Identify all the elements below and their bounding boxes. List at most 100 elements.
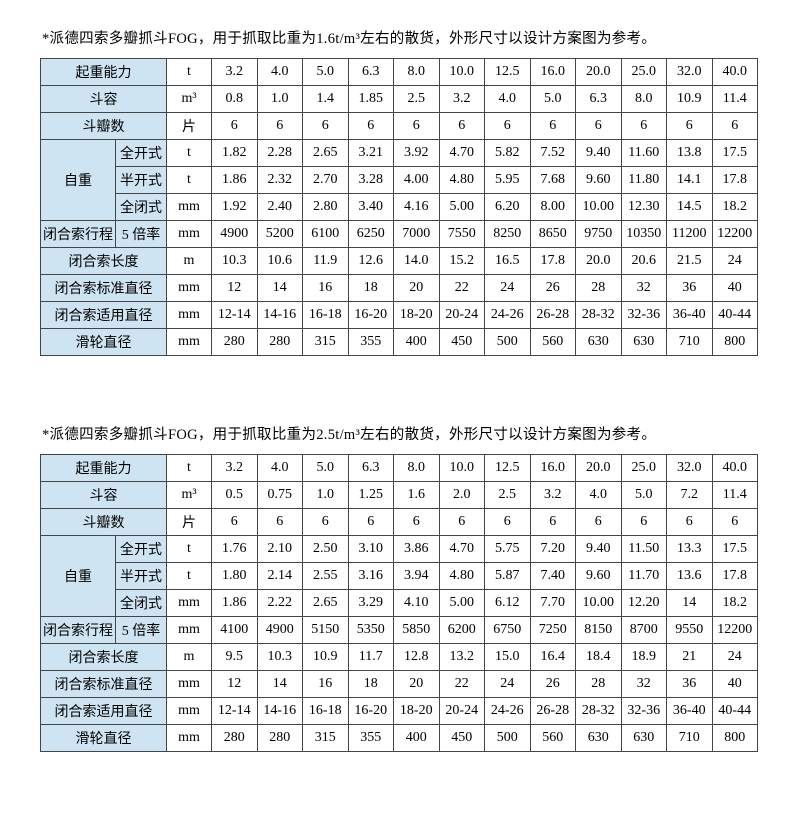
value-cell: 16-20: [347, 301, 394, 329]
value-cell: 5200: [256, 220, 303, 248]
unit-cell: t: [166, 535, 212, 563]
value-cell: 7250: [529, 616, 576, 644]
value-cell: 40-44: [711, 697, 758, 725]
value-cell: 6750: [484, 616, 531, 644]
value-cell: 5.0: [529, 85, 576, 113]
value-cell: 6: [211, 508, 258, 536]
value-cell: 17.5: [711, 535, 758, 563]
value-cell: 630: [575, 328, 622, 356]
grab-spec-caption-1.6: *派德四索多瓣抓斗FOG，用于抓取比重为1.6t/m³左右的散货，外形尺寸以设计…: [42, 31, 657, 47]
value-cell: 6: [347, 112, 394, 140]
value-cell: 26-28: [529, 301, 576, 329]
unit-cell: mm: [166, 193, 212, 221]
unit-cell: t: [166, 166, 212, 194]
value-cell: 16.0: [529, 58, 576, 86]
table-row: 起重能力 t 3.2 4.0 5.0 6.3 8.0 10.0 12.5 16.0 20.0 25.0…: [40, 454, 758, 482]
value-cell: 18.2: [711, 193, 758, 221]
value-cell: 315: [302, 724, 349, 752]
value-cell: 16: [302, 670, 349, 698]
unit-cell: 片: [166, 112, 212, 140]
value-cell: 3.2: [438, 85, 485, 113]
row-sublabel-cell: 5 倍率: [115, 220, 167, 248]
table-row: 闭合索长度 m 9.5 10.3 10.9 11.7 12.8 13.2 15.0 16.4 18.…: [40, 643, 758, 671]
value-cell: 355: [347, 328, 394, 356]
row-label-cell: 闭合索行程: [40, 616, 116, 644]
row-sublabel-cell: 半开式: [115, 562, 167, 590]
table-row: 闭合索标准直径 mm 12 14 16 18 20 22 24 26 28 32 36 40: [40, 274, 758, 302]
table-row: 闭合索标准直径 mm 12 14 16 18 20 22 24 26 28 32 36 40: [40, 670, 758, 698]
value-cell: 24: [711, 247, 758, 275]
value-cell: 630: [620, 328, 667, 356]
value-cell: 0.5: [211, 481, 258, 509]
unit-cell: mm: [166, 589, 212, 617]
value-cell: 6: [666, 508, 713, 536]
value-cell: 17.5: [711, 139, 758, 167]
row-label-cell: 闭合索适用直径: [40, 301, 167, 329]
value-cell: 22: [438, 274, 485, 302]
value-cell: 8.00: [529, 193, 576, 221]
row-label-cell: 起重能力: [40, 454, 167, 482]
value-cell: 800: [711, 724, 758, 752]
value-cell: 32: [620, 670, 667, 698]
value-cell: 16-18: [302, 697, 349, 725]
value-cell: 4.0: [256, 58, 303, 86]
value-cell: 1.86: [211, 166, 258, 194]
value-cell: 5.87: [484, 562, 531, 590]
value-cell: 4.80: [438, 562, 485, 590]
value-cell: 6: [620, 112, 667, 140]
value-cell: 40.0: [711, 58, 758, 86]
value-cell: 11.4: [711, 85, 758, 113]
unit-cell: m: [166, 643, 212, 671]
value-cell: 11200: [666, 220, 713, 248]
value-cell: 2.50: [302, 535, 349, 563]
value-cell: 1.4: [302, 85, 349, 113]
table-row: 斗容 m³ 0.5 0.75 1.0 1.25 1.6 2.0 2.5 3.2 4.0 5.0 7.2 1…: [40, 481, 758, 509]
value-cell: 1.85: [347, 85, 394, 113]
value-cell: 17.8: [711, 166, 758, 194]
value-cell: 3.94: [393, 562, 440, 590]
unit-cell: t: [166, 139, 212, 167]
value-cell: 40.0: [711, 454, 758, 482]
value-cell: 32: [620, 274, 667, 302]
value-cell: 7550: [438, 220, 485, 248]
table-row: 闭合索行程 5 倍率 mm 4900 5200 6100 6250 7000 7550 8250 8…: [40, 220, 758, 248]
value-cell: 0.75: [256, 481, 303, 509]
value-cell: 32.0: [666, 58, 713, 86]
unit-cell: t: [166, 58, 212, 86]
row-label-cell: 斗容: [40, 481, 167, 509]
row-sublabel-cell: 全开式: [115, 535, 167, 563]
value-cell: 5.00: [438, 193, 485, 221]
value-cell: 16.5: [484, 247, 531, 275]
value-cell: 1.80: [211, 562, 258, 590]
value-cell: 12-14: [211, 697, 258, 725]
value-cell: 6.20: [484, 193, 531, 221]
value-cell: 2.22: [256, 589, 303, 617]
value-cell: 1.0: [302, 481, 349, 509]
row-label-cell: 闭合索长度: [40, 247, 167, 275]
value-cell: 15.0: [484, 643, 531, 671]
value-cell: 3.10: [347, 535, 394, 563]
value-cell: 28-32: [575, 301, 622, 329]
table-row: 闭合索行程 5 倍率 mm 4100 4900 5150 5350 5850 6200 6750 7…: [40, 616, 758, 644]
group-label-cell: 自重: [40, 139, 116, 221]
row-sublabel-cell: 5 倍率: [115, 616, 167, 644]
value-cell: 8250: [484, 220, 531, 248]
value-cell: 6.3: [575, 85, 622, 113]
value-cell: 12.20: [620, 589, 667, 617]
value-cell: 6: [211, 112, 258, 140]
value-cell: 3.2: [529, 481, 576, 509]
row-label-cell: 滑轮直径: [40, 328, 167, 356]
value-cell: 12.8: [393, 643, 440, 671]
value-cell: 18.4: [575, 643, 622, 671]
value-cell: 5.0: [620, 481, 667, 509]
value-cell: 10.00: [575, 193, 622, 221]
value-cell: 6: [256, 112, 303, 140]
table-row: 半开式 t 1.86 2.32 2.70 3.28 4.00 4.80 5.95 7.68 9.60…: [41, 166, 758, 194]
row-label-cell: 斗瓣数: [40, 112, 167, 140]
value-cell: 4.80: [438, 166, 485, 194]
value-cell: 2.65: [302, 139, 349, 167]
value-cell: 20-24: [438, 301, 485, 329]
table-row: 闭合索长度 m 10.3 10.6 11.9 12.6 14.0 15.2 16.5 17.8 20…: [40, 247, 758, 275]
value-cell: 32-36: [620, 301, 667, 329]
